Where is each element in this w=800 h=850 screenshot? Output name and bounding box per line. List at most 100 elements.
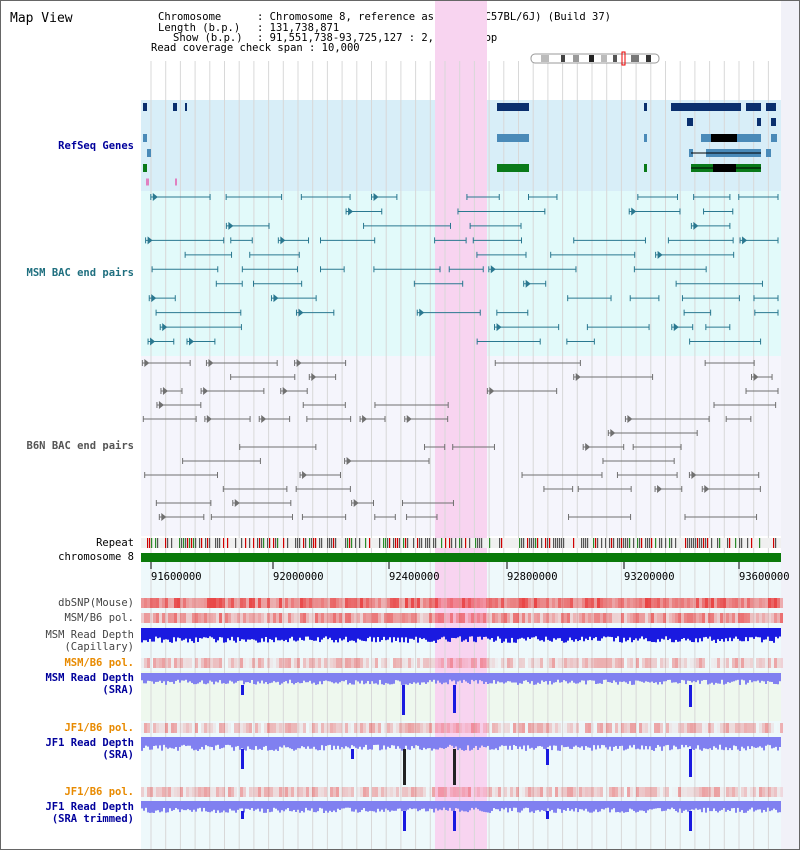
snp-density-cell <box>585 598 588 608</box>
snp-density-cell <box>279 598 282 608</box>
msm-sra-depth-bar <box>383 673 385 685</box>
snp-density-cell <box>255 613 258 623</box>
jf1-trimmed-depth-bar <box>477 801 479 810</box>
snp-density-cell <box>702 613 705 623</box>
msm-sra-depth-bar <box>325 673 327 681</box>
jf1-trimmed-depth-bar <box>317 801 319 812</box>
repeat-element <box>597 538 599 548</box>
jf1-trimmed-depth-bar <box>443 801 445 808</box>
jf1-sra-depth-bar <box>589 737 591 748</box>
b6n-bac-arrow <box>346 457 352 465</box>
jf1-sra-depth-bar <box>761 737 763 748</box>
snp-density-cell <box>630 658 633 668</box>
track-label-msm-b6-pol-2[interactable]: MSM/B6 pol. <box>64 657 134 669</box>
snp-density-cell <box>357 658 360 668</box>
snp-density-cell <box>225 658 228 668</box>
snp-density-cell <box>576 598 579 608</box>
snp-density-cell <box>141 658 144 668</box>
track-label-b6n-bac[interactable]: B6N BAC end pairs <box>26 440 134 452</box>
jf1-sra-depth-bar <box>613 737 615 747</box>
msm-capillary-depth-bar <box>323 628 325 638</box>
jf1-trimmed-depth-bar <box>161 801 163 812</box>
snp-density-cell <box>381 723 384 733</box>
msm-capillary-depth-bar <box>357 628 359 639</box>
snp-density-cell <box>534 598 537 608</box>
jf1-trimmed-depth-bar <box>593 801 595 812</box>
msm-bac-arrow <box>419 308 425 317</box>
track-label-refseq[interactable]: RefSeq Genes <box>58 140 134 152</box>
track-label-msm-b6-pol-1[interactable]: MSM/B6 pol. <box>64 612 134 624</box>
jf1-sra-depth-bar <box>381 737 383 750</box>
jf1-sra-depth-bar <box>443 737 445 749</box>
jf1-trimmed-depth-bar <box>263 801 265 813</box>
track-label-jf1-depth-trimmed[interactable]: JF1 Read Depth (SRA trimmed) <box>45 801 134 825</box>
msm-sra-depth-bar <box>481 673 483 682</box>
snp-density-cell <box>639 598 642 608</box>
snp-density-cell <box>339 787 342 797</box>
msm-capillary-depth-bar <box>525 628 527 641</box>
snp-density-cell <box>336 613 339 623</box>
jf1-trimmed-depth-bar <box>149 801 151 813</box>
snp-density-cell <box>204 613 207 623</box>
track-label-msm-bac[interactable]: MSM BAC end pairs <box>26 267 134 279</box>
snp-density-cell <box>522 613 525 623</box>
jf1-trimmed-depth-bar <box>269 801 271 813</box>
snp-density-cell <box>744 787 747 797</box>
snp-density-cell <box>366 613 369 623</box>
track-label-chromosome[interactable]: chromosome 8 <box>58 551 134 563</box>
snp-density-cell <box>273 658 276 668</box>
jf1-trimmed-depth-bar <box>641 801 643 811</box>
snp-density-cell <box>540 723 543 733</box>
jf1-sra-depth-bar <box>339 737 341 750</box>
jf1-trimmed-depth-bar <box>707 801 709 808</box>
msm-capillary-depth-bar <box>365 628 367 642</box>
snp-density-cell <box>279 723 282 733</box>
msm-sra-depth-bar <box>403 673 405 685</box>
track-label-jf1-b6-pol-2[interactable]: JF1/B6 pol. <box>64 786 134 798</box>
jf1-trimmed-depth-bar <box>591 801 593 813</box>
snp-density-cell <box>492 658 495 668</box>
b6n-bac-arrow <box>144 359 150 367</box>
repeat-element <box>205 538 207 548</box>
repeat-element <box>199 538 201 548</box>
repeat-element <box>747 538 749 548</box>
snp-density-cell <box>171 787 174 797</box>
msm-capillary-depth-bar <box>211 628 213 638</box>
track-label-msm-depth-capillary[interactable]: MSM Read Depth (Capillary) <box>45 629 134 653</box>
msm-capillary-depth-bar <box>429 628 431 642</box>
snp-density-cell <box>672 598 675 608</box>
snp-density-cell <box>405 723 408 733</box>
snp-density-cell <box>537 658 540 668</box>
jf1-trimmed-depth-bar <box>185 801 187 811</box>
track-label-jf1-depth-sra[interactable]: JF1 Read Depth (SRA) <box>45 737 134 761</box>
chromosome-ideogram[interactable] <box>530 51 660 66</box>
jf1-trimmed-depth-bar <box>459 801 461 812</box>
track-label-repeat[interactable]: Repeat <box>96 537 134 549</box>
side-margin <box>781 1 799 849</box>
jf1-trimmed-depth-bar <box>303 801 305 813</box>
jf1-trimmed-depth-bar <box>485 801 487 813</box>
jf1-trimmed-depth-bar <box>471 801 473 808</box>
track-label-dbsnp[interactable]: dbSNP(Mouse) <box>58 597 134 609</box>
jf1-trimmed-depth-bar <box>387 801 389 811</box>
jf1-trimmed-depth-bar <box>367 801 369 812</box>
track-label-jf1-b6-pol-1[interactable]: JF1/B6 pol. <box>64 722 134 734</box>
msm-capillary-depth-bar <box>529 628 531 639</box>
msm-capillary-depth-bar <box>165 628 167 640</box>
track-label-msm-depth-sra[interactable]: MSM Read Depth (SRA) <box>45 672 134 696</box>
jf1-trimmed-depth-bar <box>419 801 421 811</box>
jf1-trimmed-depth-bar <box>399 801 401 809</box>
snp-density-cell <box>720 613 723 623</box>
snp-density-cell <box>237 598 240 608</box>
snp-density-cell <box>624 598 627 608</box>
jf1-trimmed-depth-bar <box>391 801 393 811</box>
msm-capillary-depth-bar <box>749 628 751 638</box>
repeat-element <box>369 538 371 548</box>
jf1-sra-depth-bar <box>347 737 349 748</box>
snp-density-cell <box>261 723 264 733</box>
snp-density-cell <box>654 658 657 668</box>
snp-density-cell <box>651 613 654 623</box>
snp-density-cell <box>381 598 384 608</box>
msm-capillary-depth-bar <box>363 628 365 641</box>
msm-sra-depth-bar <box>575 673 577 684</box>
